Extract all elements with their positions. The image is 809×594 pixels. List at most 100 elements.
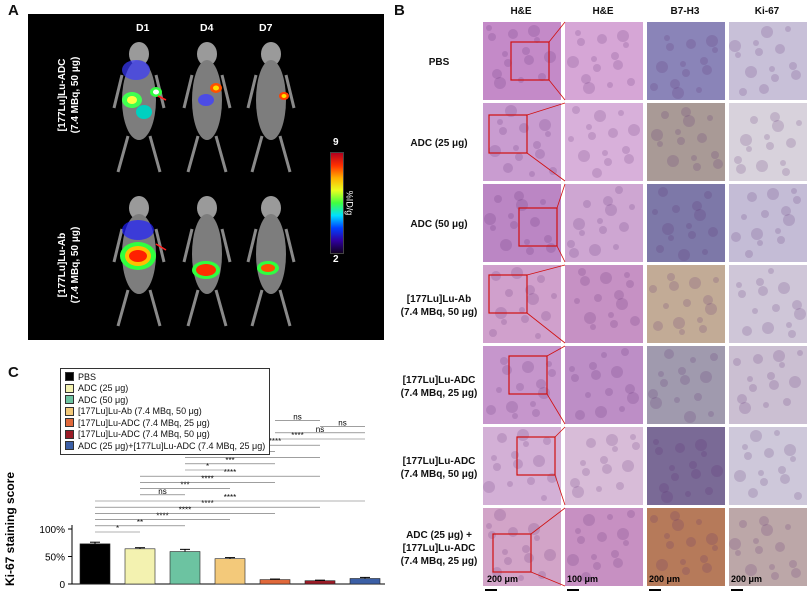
tissue-texture — [707, 115, 713, 121]
tissue-texture — [758, 470, 764, 476]
tissue-texture — [739, 402, 751, 414]
tissue-texture — [761, 26, 773, 38]
tissue-texture — [752, 308, 758, 314]
sig-label-8: **** — [201, 474, 213, 483]
tissue-texture — [519, 307, 525, 313]
mouse-adc-d1 — [112, 42, 167, 173]
tissue-texture — [592, 168, 602, 178]
tissue-texture — [738, 290, 746, 298]
tissue-texture — [597, 218, 603, 224]
tissue-texture — [570, 478, 580, 488]
tissue-texture — [763, 402, 769, 408]
colorbar — [330, 152, 344, 254]
tissue-texture — [650, 515, 658, 523]
tissue-texture — [611, 366, 623, 378]
panel-c-letter: C — [8, 364, 19, 381]
tissue-texture — [684, 411, 696, 423]
tissue-texture — [524, 239, 530, 245]
tissue-texture — [538, 387, 550, 399]
tissue-texture — [759, 84, 769, 94]
tissue-texture — [775, 542, 785, 552]
tissue-texture — [775, 44, 785, 54]
row-label-6-line-2: (7.4 MBq, 25 μg) — [400, 556, 478, 567]
legend-label: ADC (25 μg)+[177Lu]Lu-ADC (7.4 MBq, 25 μ… — [78, 440, 266, 451]
zoom-connector — [526, 152, 566, 182]
tissue-texture — [679, 329, 685, 335]
tissue-texture — [712, 545, 718, 551]
tissue-texture — [735, 52, 741, 58]
sig-label-0: * — [116, 524, 119, 533]
tissue-texture — [602, 464, 612, 474]
tissue-texture — [675, 129, 681, 135]
tissue-texture — [777, 236, 785, 244]
tissue-texture — [778, 466, 786, 474]
tissue-texture — [672, 205, 680, 213]
tissue-texture — [489, 329, 497, 337]
tissue-texture — [491, 455, 497, 461]
tissue-texture — [614, 290, 624, 300]
legend-swatch — [65, 406, 74, 416]
zoom-box-0 — [510, 41, 550, 81]
tissue-texture — [490, 225, 496, 231]
tissue-texture — [607, 514, 613, 520]
sig-label-16: ns — [316, 425, 324, 434]
tissue-texture — [589, 244, 601, 256]
tissue-texture — [504, 557, 512, 565]
tissue-texture — [792, 300, 802, 310]
tissue-texture — [530, 217, 540, 227]
tissue-texture — [667, 155, 679, 167]
zoom-connector — [526, 102, 566, 116]
tissue-texture — [783, 214, 795, 226]
row-label-4-line-1: (7.4 MBq, 25 μg) — [400, 387, 478, 399]
tissue-texture — [701, 451, 707, 457]
row-label-3-line-1: (7.4 MBq, 50 μg) — [400, 306, 478, 318]
tissue-texture — [772, 120, 784, 132]
histology-tile-r3-c3 — [729, 265, 807, 343]
tissue-texture — [773, 350, 785, 362]
tissue-texture — [522, 361, 534, 373]
row-label-lu-adc-line2: (7.4 MBq, 50 μg) — [70, 56, 81, 134]
scalebar-col3: 200 μm — [649, 574, 681, 584]
tissue-texture — [621, 348, 629, 356]
bar-3 — [214, 558, 246, 585]
tissue-texture — [511, 451, 519, 459]
tissue-texture — [789, 376, 801, 388]
row-label-lu-adc: [177Lu]Lu-ADC (7.4 MBq, 50 μg) — [56, 30, 82, 160]
tissue-texture — [656, 245, 664, 253]
tissue-texture — [681, 107, 691, 117]
tissue-texture — [691, 469, 701, 479]
tissue-texture — [608, 128, 618, 138]
tissue-texture — [497, 433, 507, 443]
zoom-connector — [546, 345, 566, 357]
tissue-texture — [514, 191, 524, 201]
colorbar-max: 9 — [333, 137, 339, 148]
zoom-box-5 — [516, 436, 556, 476]
tissue-texture — [762, 322, 774, 334]
sig-label-18: ns — [293, 412, 301, 421]
tissue-texture — [791, 568, 801, 578]
row-label-4: [177Lu]Lu-ADC (7.4 MBq, 25 μg) — [395, 374, 483, 400]
tissue-texture — [648, 389, 658, 399]
tissue-texture — [685, 491, 691, 497]
tissue-texture — [712, 47, 718, 53]
tissue-texture — [753, 538, 759, 544]
tissue-texture — [784, 444, 796, 456]
tissue-texture — [783, 398, 791, 406]
tissue-texture — [605, 388, 613, 396]
legend-label: ADC (25 μg) — [78, 383, 129, 394]
tissue-texture — [782, 168, 790, 176]
tissue-texture — [528, 25, 540, 37]
tissue-texture — [678, 249, 690, 261]
tissue-texture — [746, 146, 752, 152]
tissue-texture — [708, 227, 718, 237]
tissue-texture — [791, 188, 797, 194]
tissue-texture — [619, 406, 625, 412]
tissue-texture — [682, 69, 690, 77]
tissue-texture — [653, 321, 663, 331]
tissue-texture — [657, 141, 663, 147]
sig-label-6: ns — [158, 487, 166, 496]
colorbar-unit: %ID/g — [344, 190, 355, 216]
tissue-texture — [486, 25, 492, 31]
tissue-texture — [699, 325, 707, 333]
tissue-texture — [696, 519, 702, 525]
